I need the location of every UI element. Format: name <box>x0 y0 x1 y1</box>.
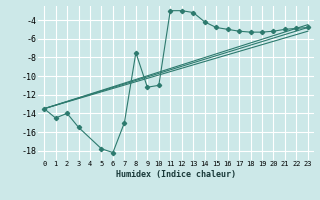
X-axis label: Humidex (Indice chaleur): Humidex (Indice chaleur) <box>116 170 236 179</box>
